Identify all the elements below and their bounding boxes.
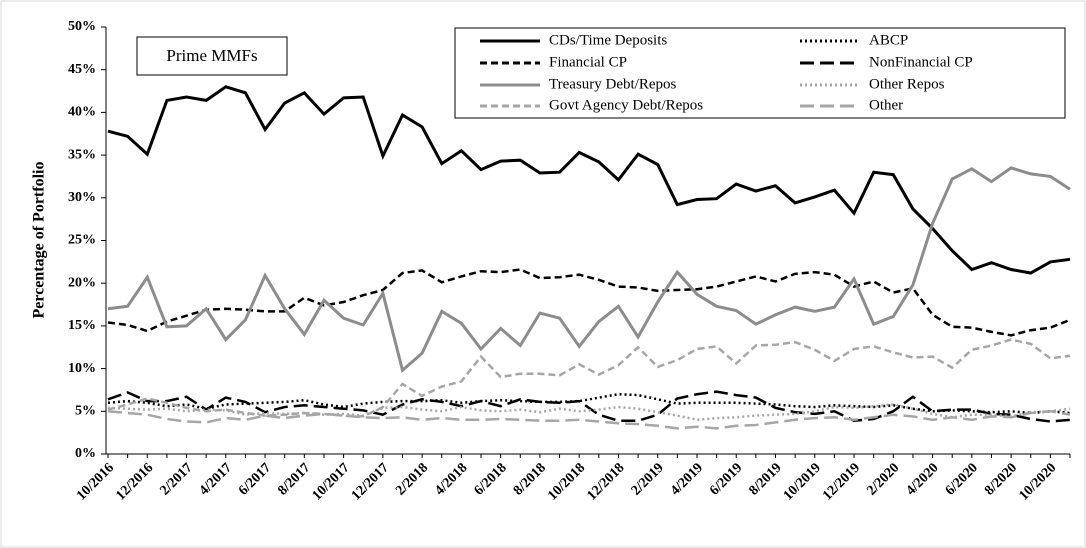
series-line <box>107 403 1071 422</box>
series-line <box>107 410 1071 430</box>
y-tick-label: 35% <box>68 147 96 162</box>
series-line <box>107 166 1071 374</box>
y-tick-label: 25% <box>68 233 96 248</box>
y-tick-label: 10% <box>68 361 96 376</box>
legend-label: CDs/Time Deposits <box>549 32 667 48</box>
y-tick-label: 30% <box>68 190 96 205</box>
legend-label: ABCP <box>869 32 908 48</box>
legend-label: Other Repos <box>869 76 945 92</box>
y-tick-label: 40% <box>68 105 96 120</box>
y-tick-label: 15% <box>68 318 96 333</box>
annotation-box <box>136 36 288 76</box>
legend-box <box>454 27 1066 119</box>
y-tick-label: 20% <box>68 275 96 290</box>
series-line <box>107 390 1071 423</box>
legend-label: Financial CP <box>549 54 627 70</box>
legend-label: Other <box>869 97 903 113</box>
legend-label: NonFinancial CP <box>869 54 973 70</box>
series-line <box>107 85 1071 275</box>
y-axis-label: Percentage of Portfolio <box>31 162 48 319</box>
y-tick-label: 5% <box>75 404 96 419</box>
legend-label: Govt Agency Debt/Repos <box>549 97 703 113</box>
series-line <box>107 338 1071 418</box>
annotation: Prime MMFs <box>166 46 257 65</box>
series-line <box>107 392 1071 415</box>
y-tick-label: 0% <box>75 446 96 461</box>
y-tick-label: 45% <box>68 62 96 77</box>
y-tick-label: 50% <box>68 19 96 34</box>
legend-label: Treasury Debt/Repos <box>549 76 677 92</box>
